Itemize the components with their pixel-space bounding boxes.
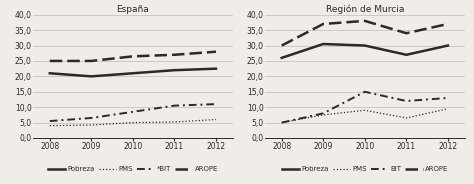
Legend: Pobreza, PMS, BIT, AROPE: Pobreza, PMS, BIT, AROPE bbox=[279, 164, 451, 175]
Title: España: España bbox=[117, 5, 149, 14]
Title: Región de Murcia: Región de Murcia bbox=[326, 4, 404, 14]
Legend: Pobreza, PMS, *BIT, AROPE: Pobreza, PMS, *BIT, AROPE bbox=[45, 164, 220, 175]
